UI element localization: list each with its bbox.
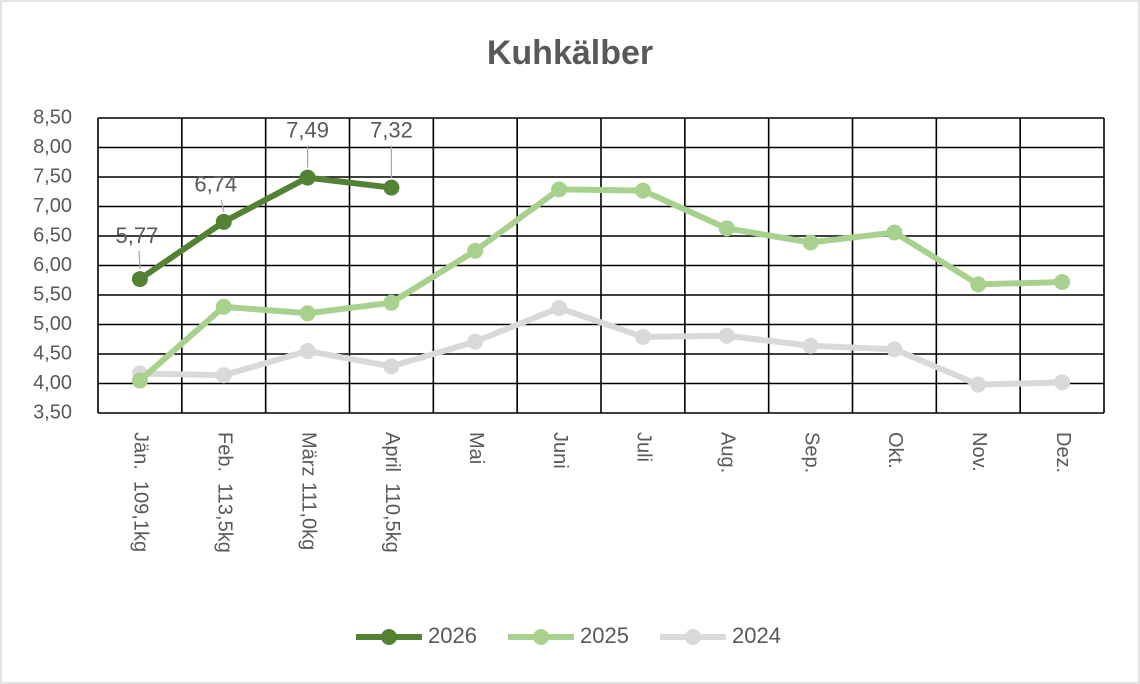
data-point — [634, 328, 651, 345]
data-point — [718, 327, 735, 344]
y-tick-label: 8,00 — [33, 136, 72, 158]
y-tick-label: 8,50 — [33, 106, 72, 128]
data-point — [802, 234, 819, 251]
data-point — [634, 182, 651, 199]
data-point — [383, 358, 400, 375]
y-tick-label: 7,50 — [33, 165, 72, 187]
data-point — [467, 333, 484, 350]
data-point — [299, 169, 316, 186]
data-point — [802, 337, 819, 354]
legend-label: 2024 — [732, 623, 781, 648]
y-tick-label: 3,50 — [33, 401, 72, 423]
chart-title: Kuhkälber — [487, 34, 653, 72]
series-line — [137, 186, 1063, 383]
data-point — [215, 213, 232, 230]
data-point — [970, 276, 987, 293]
x-tick-label: Sep. — [800, 432, 822, 473]
data-point — [131, 372, 148, 389]
data-point — [299, 343, 316, 360]
x-tick-label: Juni — [549, 432, 571, 469]
x-tick-label: Dez. — [1052, 432, 1074, 473]
series-line — [139, 304, 1063, 388]
label-leader — [138, 251, 141, 270]
x-tick-label: Mai — [465, 432, 487, 464]
data-label: 5,77 — [116, 223, 159, 248]
data-point — [718, 220, 735, 237]
legend-marker — [533, 629, 549, 645]
x-tick-label: Aug. — [716, 432, 738, 473]
x-tick-label: März 111,0kg — [297, 432, 319, 550]
data-point — [886, 224, 903, 241]
data-point — [383, 179, 400, 196]
data-point — [215, 298, 232, 315]
data-point — [886, 341, 903, 358]
legend-marker — [381, 629, 397, 645]
legend-label: 2025 — [580, 623, 629, 648]
data-point — [970, 376, 987, 393]
data-point — [1054, 374, 1071, 391]
data-point — [1054, 274, 1071, 291]
data-label: 7,49 — [286, 117, 329, 142]
x-tick-label: Nov. — [968, 432, 990, 472]
y-tick-label: 4,50 — [33, 342, 72, 364]
data-point — [299, 305, 316, 322]
y-tick-label: 6,00 — [33, 254, 72, 276]
x-tick-label: April 110,5kg — [381, 432, 403, 553]
x-tick-label: Jän. 109,1kg — [130, 432, 152, 552]
data-point — [467, 242, 484, 259]
legend-marker — [685, 629, 701, 645]
legend-label: 2026 — [428, 623, 477, 648]
y-tick-label: 5,00 — [33, 313, 72, 335]
x-tick-label: Okt. — [884, 432, 906, 469]
data-label: 6,74 — [194, 172, 237, 197]
x-tick-label: Feb. 113,5kg — [213, 432, 235, 553]
y-tick-label: 5,50 — [33, 283, 72, 305]
data-label: 7,32 — [370, 117, 413, 142]
y-tick-label: 7,00 — [33, 195, 72, 217]
data-point — [551, 299, 568, 316]
label-leader — [220, 199, 225, 212]
series-line — [138, 174, 392, 282]
y-tick-label: 6,50 — [33, 224, 72, 246]
data-point — [383, 294, 400, 311]
y-tick-label: 4,00 — [33, 372, 72, 394]
data-point — [215, 367, 232, 384]
data-point — [551, 181, 568, 198]
data-point — [131, 271, 148, 288]
x-tick-label: Juli — [633, 432, 655, 462]
